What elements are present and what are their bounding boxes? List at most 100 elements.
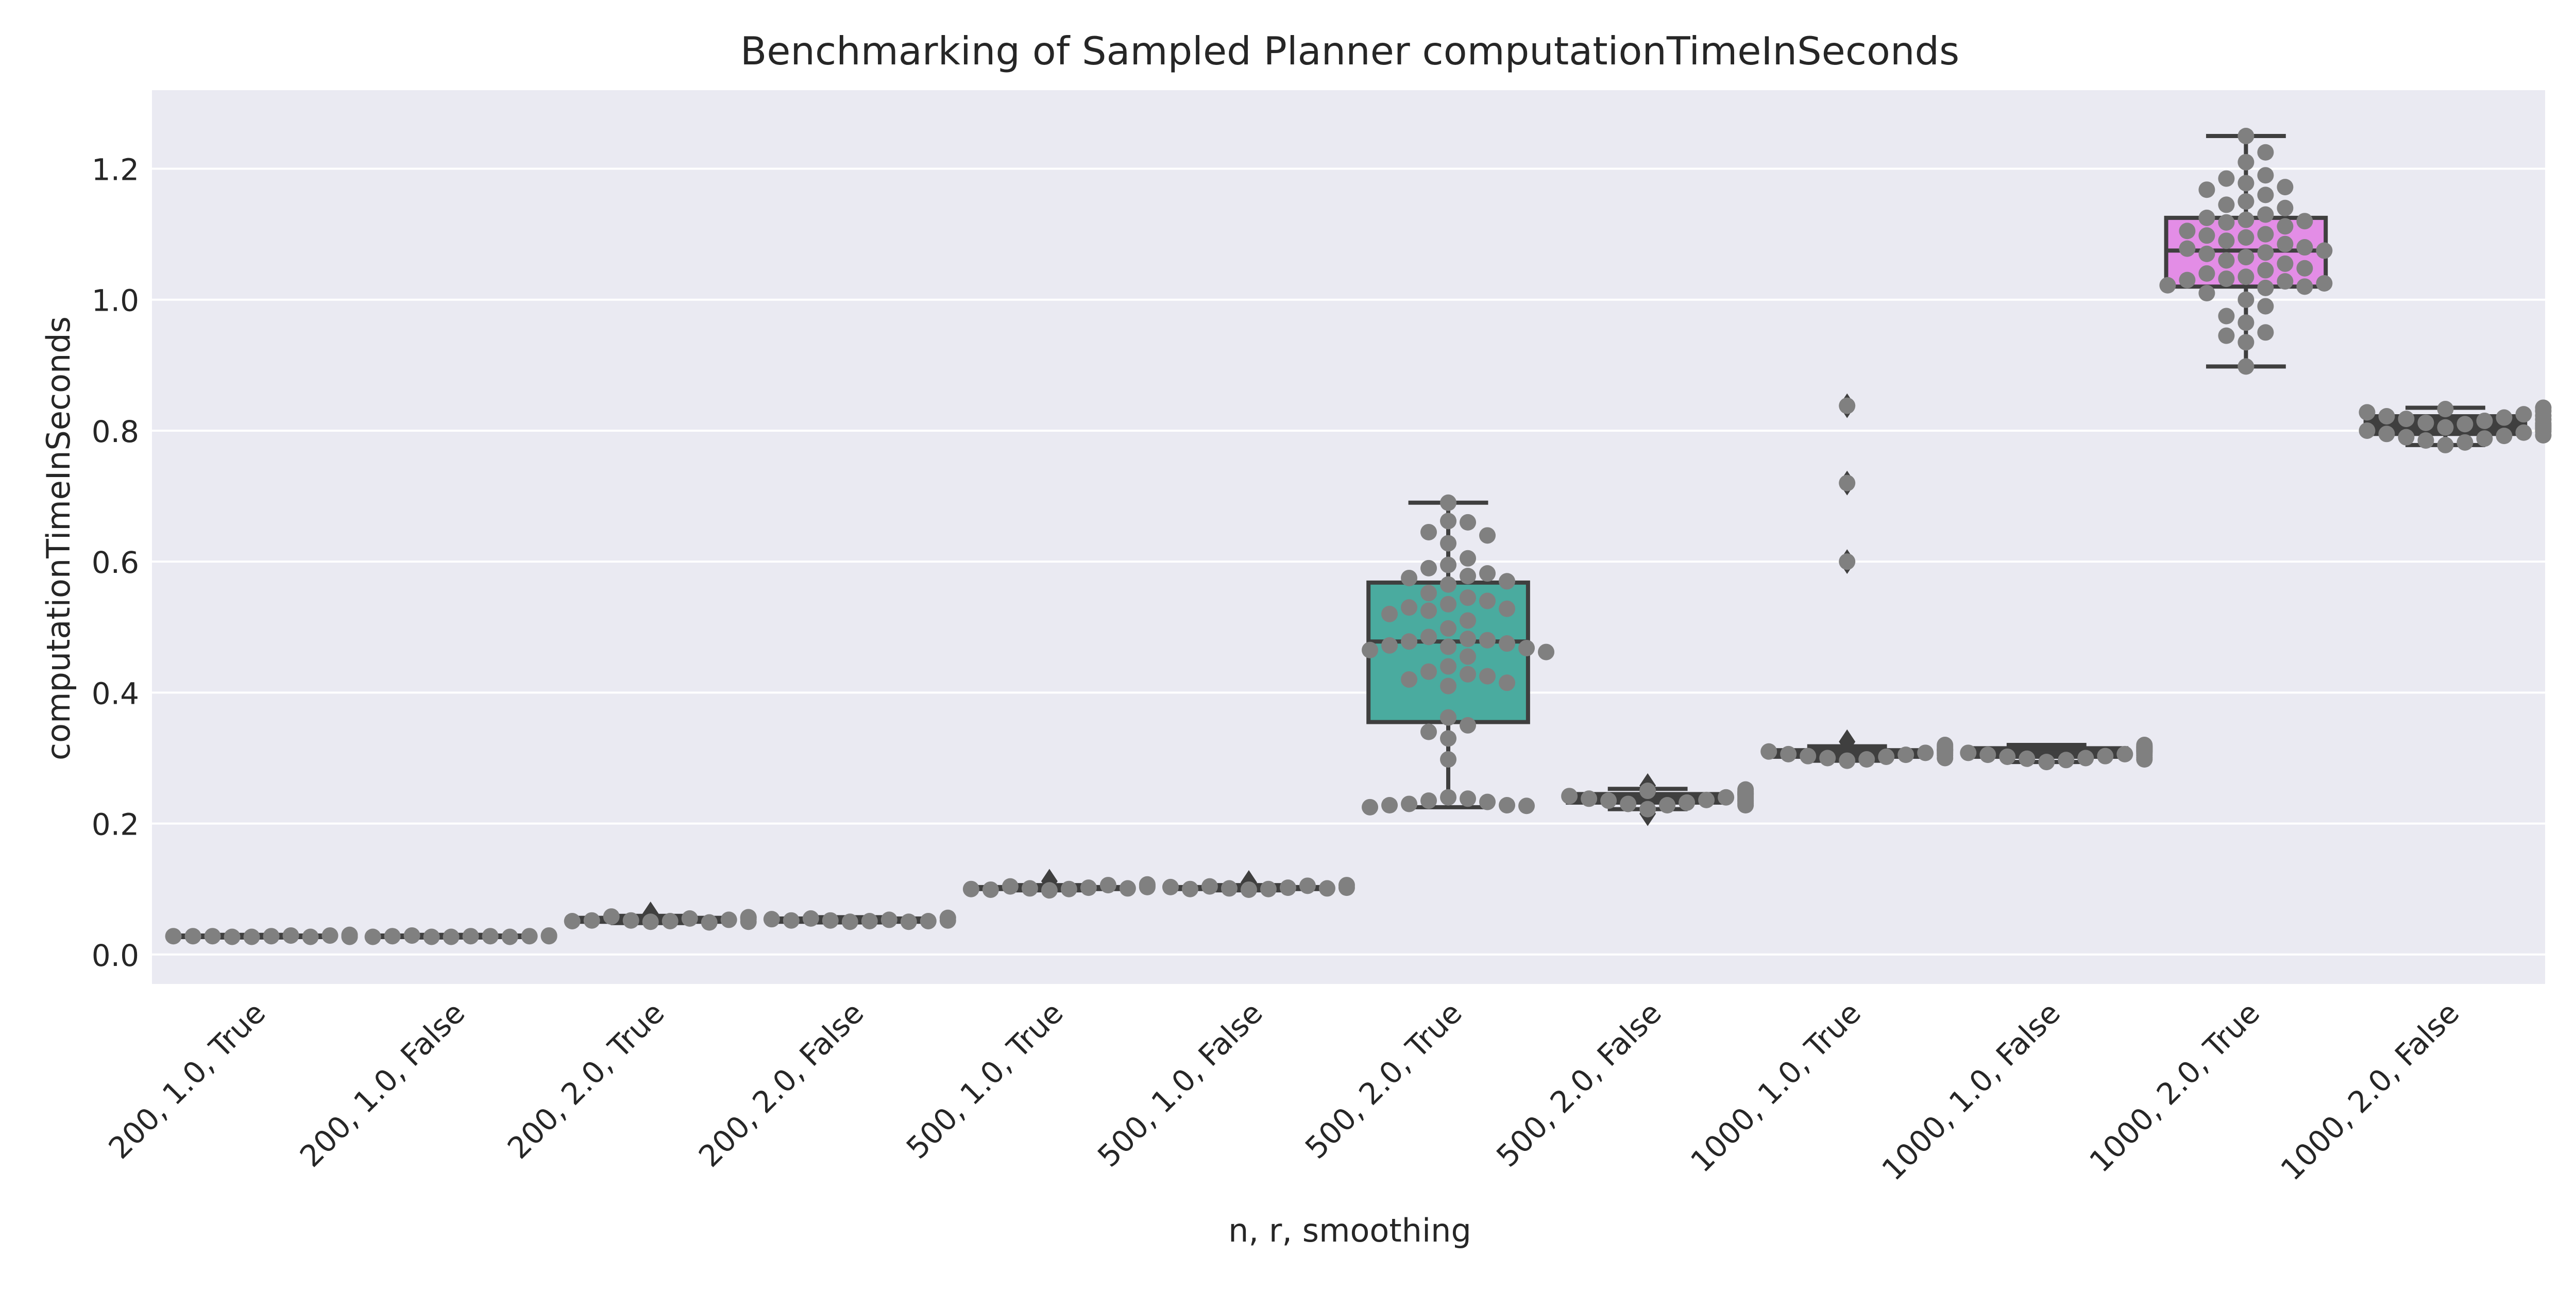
data-point [802,910,819,927]
data-point [603,908,620,925]
y-tick-label: 1.2 [92,152,139,188]
data-point [822,912,839,929]
data-point [2257,262,2274,279]
data-point [1800,748,1817,765]
data-point [1858,751,1875,768]
data-point [2257,186,2274,203]
data-point [1819,750,1836,767]
data-point [1139,876,1156,893]
x-tick-label: 1000, 1.0, True [1684,995,1868,1179]
data-point [1839,474,1856,491]
x-axis-label: n, r, smoothing [1228,1212,1471,1249]
data-point [2116,745,2133,762]
x-tick-label: 200, 1.0, True [102,995,273,1166]
data-point [2038,754,2055,771]
y-tick-label: 0.0 [92,938,139,973]
data-point [681,910,698,927]
data-point [701,914,718,931]
data-point [1440,677,1457,694]
data-point [165,928,182,945]
data-point [1099,877,1116,894]
data-point [1181,880,1198,897]
chart-title: Benchmarking of Sampled Planner computat… [740,28,1959,74]
data-point [642,913,659,930]
data-point [2179,271,2196,288]
data-point [1600,792,1617,809]
data-point [2515,406,2532,423]
data-point [1718,789,1735,806]
data-point [2417,414,2434,431]
data-point [2296,213,2313,230]
data-point [1499,674,1516,691]
data-point [1518,797,1535,814]
data-point [2359,404,2376,421]
data-point [2218,252,2235,269]
data-point [1362,641,1379,658]
data-point [1041,882,1058,899]
y-axis-ticks: 0.0 0.2 0.4 0.6 0.8 1.0 1.2 [92,152,139,973]
data-point [1499,573,1516,590]
data-point [540,928,557,945]
data-point [1698,791,1715,808]
data-point [1499,635,1516,652]
data-point [482,928,499,945]
data-point [1518,639,1535,656]
data-point [1460,550,1477,567]
data-point [2198,209,2215,226]
data-point [1538,643,1555,660]
data-point [1362,799,1379,816]
data-point [1878,748,1895,765]
data-point [2198,285,2215,302]
data-point [2238,249,2255,266]
data-point [384,928,401,945]
data-point [1440,494,1457,511]
data-point [1420,523,1437,540]
data-point [1420,602,1437,619]
data-point [1737,783,1754,800]
data-point [962,880,979,897]
data-point [583,912,600,929]
data-point [1240,881,1257,898]
data-point [2316,275,2333,292]
data-point [1440,556,1457,573]
data-point [564,912,581,929]
data-point [1479,592,1496,609]
data-point [861,912,878,929]
data-point [1937,737,1954,754]
outlier-marker [1839,729,1856,754]
data-point [1679,794,1696,811]
data-point [243,928,260,945]
data-point [2476,430,2493,447]
data-point [1440,513,1457,530]
data-point [939,912,956,929]
data-point [2238,314,2255,331]
data-point [2398,411,2415,428]
data-point [1960,744,1977,761]
data-point [1561,788,1578,805]
data-point [2238,291,2255,308]
data-point [2277,218,2294,235]
data-point [443,928,460,945]
data-point [1839,397,1856,414]
data-point [1440,730,1457,747]
data-point [1420,559,1437,576]
data-point [1460,568,1477,585]
data-point [2359,422,2376,439]
data-point [1420,629,1437,646]
data-point [2437,436,2454,453]
data-point [2097,748,2114,765]
data-point [2456,434,2473,451]
data-point [1479,668,1496,685]
data-point [462,928,479,945]
data-point [1279,879,1296,896]
data-point [1381,605,1398,622]
data-point [2496,428,2513,445]
data-point [1440,576,1457,593]
data-point [1999,748,2016,765]
x-axis-ticks: 200, 1.0, True 200, 1.0, False 200, 2.0, T… [102,995,2466,1187]
data-point [783,912,800,929]
data-point [1460,790,1477,807]
data-point [2257,244,2274,261]
x-tick-label: 1000, 2.0, False [2274,995,2466,1187]
data-point [403,927,420,944]
